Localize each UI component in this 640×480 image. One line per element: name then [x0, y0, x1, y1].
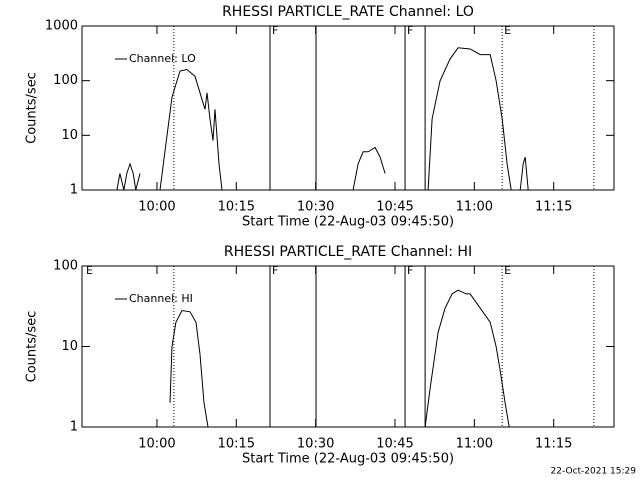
x-tick-label: 10:15 — [218, 437, 255, 452]
y-tick-label: 10 — [61, 128, 78, 143]
flag-label: F — [407, 24, 413, 37]
plot-frame — [81, 25, 615, 191]
x-tick-label: 10:30 — [297, 437, 334, 452]
y-axis-label: Counts/sec — [25, 311, 40, 383]
x-tick-label: 10:45 — [376, 437, 413, 452]
flag-label: E — [86, 264, 93, 277]
y-tick-label: 100 — [53, 73, 78, 88]
y-tick-label: 100 — [53, 259, 78, 274]
y-tick-label: 1000 — [45, 19, 78, 34]
chart-title: RHESSI PARTICLE_RATE Channel: LO — [222, 4, 474, 20]
flag-label: E — [504, 24, 511, 37]
data-line — [116, 47, 529, 191]
x-tick-label: 11:15 — [535, 200, 572, 215]
x-tick-label: 11:00 — [456, 200, 493, 215]
x-tick-label: 11:00 — [456, 437, 493, 452]
flag-label: F — [272, 24, 278, 37]
flag-label: F — [272, 264, 278, 277]
y-tick-label: 1 — [70, 420, 78, 435]
x-tick-label: 11:15 — [535, 437, 572, 452]
y-axis-label: Counts/sec — [25, 72, 40, 144]
y-tick-label: 10 — [61, 339, 78, 354]
timestamp: 22-Oct-2021 15:29 — [551, 467, 637, 477]
legend-label: Channel: LO — [129, 52, 196, 65]
x-tick-label: 10:00 — [138, 437, 175, 452]
y-tick-label: 1 — [70, 183, 78, 198]
x-axis-label: Start Time (22-Aug-03 09:45:50) — [242, 215, 454, 230]
plot-frame — [81, 265, 615, 428]
x-tick-label: 10:00 — [138, 200, 175, 215]
flag-label: E — [504, 264, 511, 277]
x-tick-label: 10:30 — [297, 200, 334, 215]
flag-label: F — [407, 264, 413, 277]
legend-label: Channel: HI — [129, 292, 193, 305]
x-tick-label: 10:45 — [376, 200, 413, 215]
x-axis-label: Start Time (22-Aug-03 09:45:50) — [242, 452, 454, 467]
data-line — [169, 289, 510, 428]
x-tick-label: 10:15 — [218, 200, 255, 215]
chart-title: RHESSI PARTICLE_RATE Channel: HI — [224, 244, 472, 260]
